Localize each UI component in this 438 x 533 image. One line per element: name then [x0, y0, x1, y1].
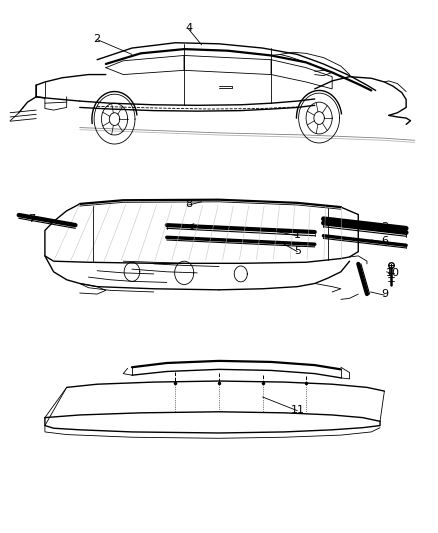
Text: 5: 5	[294, 246, 301, 256]
Text: 10: 10	[386, 268, 400, 278]
Text: 11: 11	[290, 405, 304, 415]
Text: 2: 2	[94, 34, 101, 44]
Text: 9: 9	[381, 289, 388, 299]
Text: 8: 8	[185, 199, 192, 209]
Text: 6: 6	[381, 236, 388, 246]
Text: 1: 1	[294, 230, 301, 240]
Text: 7: 7	[28, 214, 35, 224]
Text: 4: 4	[185, 23, 192, 33]
Text: 3: 3	[381, 222, 388, 232]
